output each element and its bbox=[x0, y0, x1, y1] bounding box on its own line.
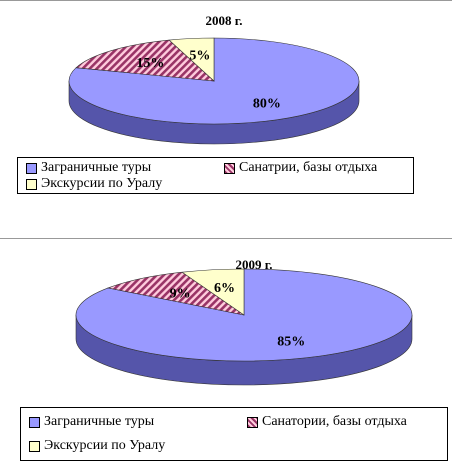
legend-item-foreign-tours: Заграничные туры bbox=[26, 160, 151, 176]
data-label: 5% bbox=[189, 49, 210, 64]
pie-chart-2009: 85% 9% 6%2009 г. bbox=[75, 257, 413, 386]
data-label: 85% bbox=[277, 334, 305, 349]
legend-item-sanatoria: Санатрии, базы отдыха bbox=[224, 160, 377, 176]
pie-slice bbox=[106, 271, 245, 316]
swatch-blue-icon bbox=[26, 162, 37, 174]
swatch-cream-icon bbox=[29, 440, 40, 452]
chart-title: 2008 г. bbox=[206, 13, 243, 28]
legend-2008: Заграничные туры Санатрии, базы отдыха Э… bbox=[17, 157, 414, 194]
chart-panel-2008: 80% 15% 5% 2008 г. Заграничные туры Санатри… bbox=[0, 0, 452, 197]
chart-title: 2009 г. bbox=[236, 257, 273, 272]
pie-slice bbox=[75, 39, 215, 82]
legend-item-sanatoria: Санатории, базы отдыха bbox=[247, 414, 407, 430]
pie-slice bbox=[181, 268, 245, 316]
swatch-cream-icon bbox=[26, 178, 37, 190]
pie-slice bbox=[168, 37, 215, 82]
data-label: 6% bbox=[214, 281, 235, 296]
chart-panel-2009: 85% 9% 6% 2009 г. Заграничные туры Санатори… bbox=[0, 238, 452, 463]
legend-label: Заграничные туры bbox=[41, 160, 152, 175]
legend-item-foreign-tours: Заграничные туры bbox=[29, 414, 154, 430]
pie-chart-2008: 80% 15% 5% 2008 г. bbox=[68, 13, 360, 145]
data-label: 80% bbox=[253, 97, 281, 112]
swatch-hatched-icon bbox=[224, 162, 235, 174]
data-label: 15% bbox=[136, 56, 164, 71]
legend-2009: Заграничные туры Санатории, базы отдыха … bbox=[20, 407, 448, 461]
legend-label: Экскурсии по Уралу bbox=[41, 176, 163, 191]
data-label: 9% bbox=[170, 286, 191, 301]
swatch-blue-icon bbox=[29, 416, 40, 428]
legend-item-excursions: Экскурсии по Уралу bbox=[29, 438, 165, 454]
legend-label: Заграничные туры bbox=[44, 414, 155, 429]
legend-item-excursions: Экскурсии по Уралу bbox=[26, 176, 162, 192]
pie-slice bbox=[75, 268, 413, 362]
legend-label: Экскурсии по Уралу bbox=[44, 438, 166, 453]
swatch-hatched-icon bbox=[247, 416, 258, 428]
legend-label: Санатории, базы отдыха bbox=[262, 414, 407, 429]
legend-label: Санатрии, базы отдыха bbox=[239, 160, 378, 175]
